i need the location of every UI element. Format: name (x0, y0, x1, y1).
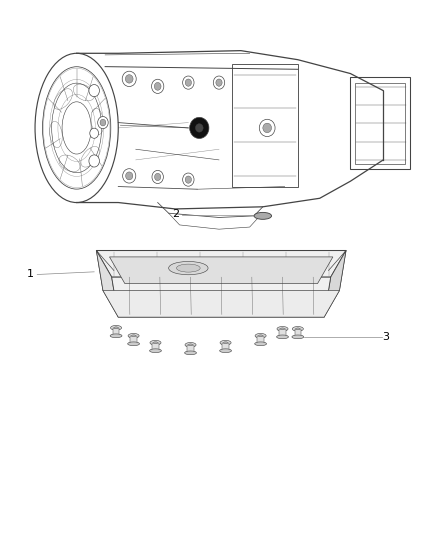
Bar (355, 83, 405, 164)
Ellipse shape (150, 341, 161, 345)
Ellipse shape (280, 328, 285, 330)
Bar (223, 343, 229, 351)
Ellipse shape (183, 76, 194, 89)
Bar (131, 336, 137, 344)
Ellipse shape (128, 342, 140, 345)
Ellipse shape (185, 176, 191, 183)
Ellipse shape (219, 349, 231, 353)
Ellipse shape (126, 172, 133, 180)
Ellipse shape (98, 117, 108, 128)
Polygon shape (112, 277, 331, 317)
Polygon shape (96, 251, 346, 290)
Bar (113, 328, 119, 336)
Ellipse shape (155, 173, 161, 181)
Ellipse shape (185, 79, 191, 86)
Ellipse shape (177, 264, 200, 272)
Ellipse shape (125, 75, 133, 83)
Ellipse shape (149, 349, 162, 353)
Ellipse shape (277, 335, 288, 339)
Bar (295, 329, 301, 337)
Polygon shape (96, 251, 118, 317)
Ellipse shape (169, 261, 208, 275)
Ellipse shape (110, 334, 122, 338)
Ellipse shape (277, 327, 288, 331)
Ellipse shape (258, 335, 263, 337)
Bar (232, 64, 298, 187)
Ellipse shape (213, 76, 225, 89)
Ellipse shape (123, 168, 136, 183)
Ellipse shape (255, 334, 266, 338)
Ellipse shape (190, 117, 209, 139)
Ellipse shape (122, 71, 136, 86)
Ellipse shape (259, 119, 275, 136)
Ellipse shape (255, 342, 266, 345)
Ellipse shape (90, 128, 99, 138)
Ellipse shape (188, 344, 193, 346)
Ellipse shape (184, 351, 196, 355)
Ellipse shape (152, 79, 164, 93)
Ellipse shape (154, 83, 161, 90)
Ellipse shape (152, 171, 163, 183)
Text: 3: 3 (382, 332, 389, 342)
Ellipse shape (195, 124, 203, 132)
Bar (350, 77, 410, 169)
Ellipse shape (153, 342, 158, 344)
Bar (258, 336, 264, 344)
Ellipse shape (128, 334, 139, 338)
Text: 1: 1 (27, 270, 34, 279)
Ellipse shape (89, 155, 99, 167)
Ellipse shape (263, 123, 272, 133)
Ellipse shape (296, 328, 300, 330)
Ellipse shape (254, 213, 272, 220)
Ellipse shape (110, 326, 122, 330)
Ellipse shape (185, 343, 196, 347)
Polygon shape (96, 251, 346, 277)
Polygon shape (324, 251, 346, 317)
Bar (279, 329, 286, 337)
Ellipse shape (131, 335, 136, 337)
Ellipse shape (183, 173, 194, 186)
Ellipse shape (100, 119, 106, 126)
Polygon shape (103, 290, 339, 317)
Polygon shape (110, 257, 333, 284)
Ellipse shape (223, 342, 228, 344)
Ellipse shape (216, 79, 222, 86)
Bar (187, 345, 194, 353)
Text: 2: 2 (172, 209, 179, 219)
Ellipse shape (220, 341, 231, 345)
Ellipse shape (292, 335, 304, 339)
Ellipse shape (114, 327, 118, 329)
Ellipse shape (89, 85, 99, 96)
Bar (152, 343, 159, 351)
Ellipse shape (292, 327, 304, 331)
